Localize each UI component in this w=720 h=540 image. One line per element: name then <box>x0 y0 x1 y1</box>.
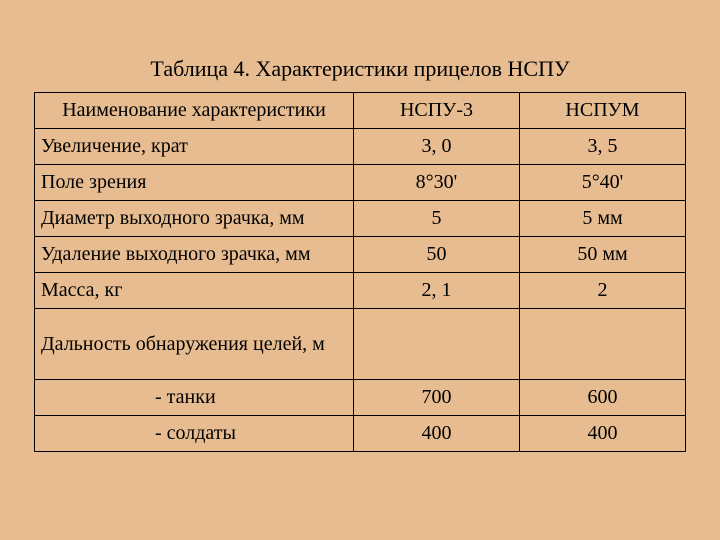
table-row: - танки 700 600 <box>35 380 686 416</box>
section-empty-c2 <box>519 309 685 380</box>
row-val-c2: 3, 5 <box>519 129 685 165</box>
row-label: Увеличение, крат <box>35 129 354 165</box>
row-label: Масса, кг <box>35 273 354 309</box>
row-val-c2: 5 мм <box>519 201 685 237</box>
row-val-c1: 700 <box>353 380 519 416</box>
row-val-c2: 2 <box>519 273 685 309</box>
section-empty-c1 <box>353 309 519 380</box>
table-row: Масса, кг 2, 1 2 <box>35 273 686 309</box>
spec-table: Наименование характеристики НСПУ-3 НСПУМ… <box>34 92 686 452</box>
row-val-c1: 400 <box>353 416 519 452</box>
row-label: - солдаты <box>35 416 354 452</box>
section-row: Дальность обнаружения целей, м <box>35 309 686 380</box>
row-val-c1: 50 <box>353 237 519 273</box>
row-label: Диаметр выходного зрачка, мм <box>35 201 354 237</box>
row-label: - танки <box>35 380 354 416</box>
row-val-c1: 8°30' <box>353 165 519 201</box>
table-row: Увеличение, крат 3, 0 3, 5 <box>35 129 686 165</box>
header-col1: НСПУ-3 <box>353 93 519 129</box>
row-label: Поле зрения <box>35 165 354 201</box>
row-label: Удаление выходного зрачка, мм <box>35 237 354 273</box>
table-row: Диаметр выходного зрачка, мм 5 5 мм <box>35 201 686 237</box>
header-name: Наименование характеристики <box>35 93 354 129</box>
row-val-c2: 400 <box>519 416 685 452</box>
table-row: Поле зрения 8°30' 5°40' <box>35 165 686 201</box>
row-val-c1: 2, 1 <box>353 273 519 309</box>
row-val-c2: 5°40' <box>519 165 685 201</box>
table-row: - солдаты 400 400 <box>35 416 686 452</box>
section-label: Дальность обнаружения целей, м <box>35 309 354 380</box>
header-col2: НСПУМ <box>519 93 685 129</box>
header-row: Наименование характеристики НСПУ-3 НСПУМ <box>35 93 686 129</box>
row-val-c2: 50 мм <box>519 237 685 273</box>
row-val-c1: 5 <box>353 201 519 237</box>
table-title: Таблица 4. Характеристики прицелов НСПУ <box>34 56 686 82</box>
row-val-c1: 3, 0 <box>353 129 519 165</box>
table-row: Удаление выходного зрачка, мм 50 50 мм <box>35 237 686 273</box>
row-val-c2: 600 <box>519 380 685 416</box>
